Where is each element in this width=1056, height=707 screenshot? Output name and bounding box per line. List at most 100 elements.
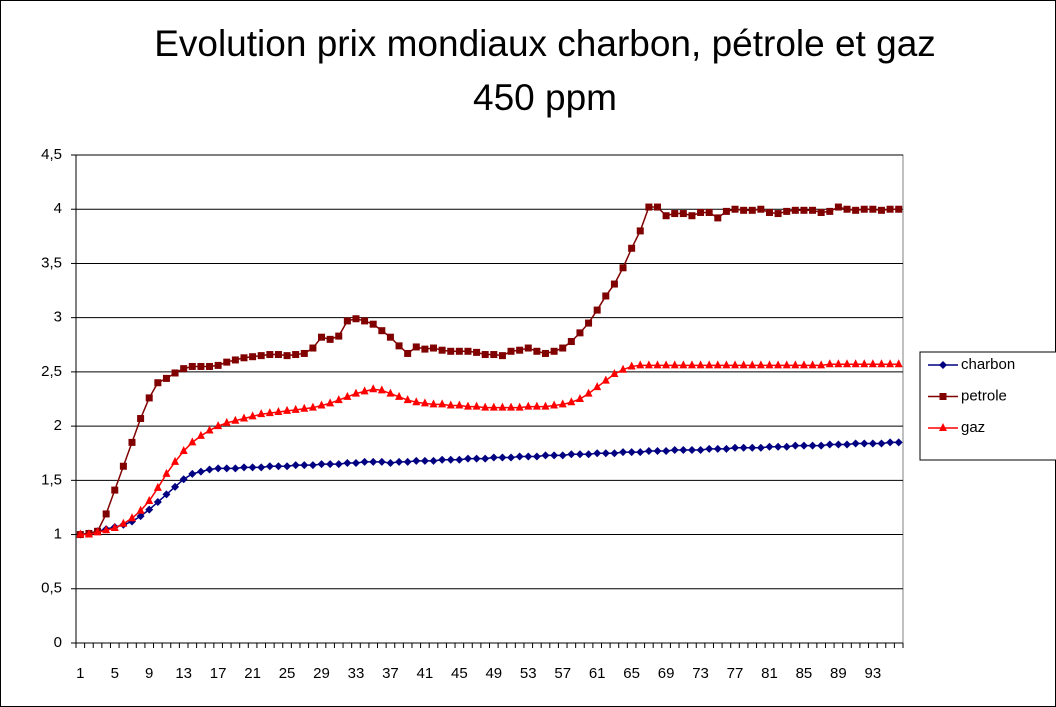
point <box>619 364 628 373</box>
point <box>111 486 119 494</box>
point <box>860 359 869 368</box>
x-tick-label: 57 <box>554 665 571 682</box>
point <box>292 351 300 359</box>
point <box>395 342 403 350</box>
point <box>575 394 584 402</box>
point <box>843 205 851 213</box>
point <box>145 394 153 402</box>
point <box>756 443 765 452</box>
point <box>136 512 145 521</box>
point <box>619 448 628 457</box>
point <box>438 399 447 408</box>
point <box>222 464 231 473</box>
point <box>791 441 800 450</box>
point <box>463 401 472 410</box>
legend-marker <box>939 423 947 431</box>
point <box>851 359 860 368</box>
point <box>679 445 688 454</box>
point <box>179 446 188 455</box>
point <box>214 464 223 473</box>
point <box>739 443 748 452</box>
point <box>799 360 808 369</box>
point <box>774 442 783 451</box>
point <box>524 344 532 352</box>
y-tick-label: 0 <box>54 634 62 651</box>
y-tick-label: 4,5 <box>41 146 62 163</box>
point <box>446 455 455 464</box>
point <box>851 439 860 448</box>
point <box>817 360 826 369</box>
point <box>438 455 447 464</box>
point <box>447 347 455 355</box>
point <box>127 513 136 522</box>
point <box>317 460 326 469</box>
x-tick-label: 37 <box>382 665 399 682</box>
point <box>731 205 739 213</box>
point <box>326 335 334 343</box>
legend-label: charbon <box>961 356 1015 373</box>
point <box>119 518 128 527</box>
point <box>481 454 490 463</box>
point <box>171 369 179 377</box>
point <box>291 461 300 470</box>
point <box>455 400 464 409</box>
point <box>817 441 826 450</box>
y-tick-label: 1 <box>54 526 62 543</box>
point <box>464 347 472 355</box>
point <box>593 306 601 314</box>
x-tick-label: 41 <box>417 665 434 682</box>
chart-title: Evolution prix mondiaux charbon, pétrole… <box>154 23 936 64</box>
point <box>249 353 257 361</box>
legend-marker <box>939 393 947 400</box>
point <box>679 210 687 218</box>
chart-title: 450 ppm <box>473 77 617 118</box>
point <box>343 458 352 467</box>
point <box>740 206 748 214</box>
point <box>481 402 490 411</box>
point <box>507 402 516 411</box>
point <box>869 205 877 213</box>
point <box>257 352 265 360</box>
point <box>403 395 412 404</box>
point <box>886 438 895 447</box>
point <box>662 360 671 369</box>
point <box>223 358 231 366</box>
point <box>196 430 205 439</box>
point <box>791 360 800 369</box>
point <box>619 264 627 272</box>
point <box>679 360 688 369</box>
y-tick-label: 2,5 <box>41 363 62 380</box>
legend-label: petrole <box>961 387 1007 404</box>
point <box>214 421 223 430</box>
x-tick-label: 81 <box>761 665 778 682</box>
point <box>808 441 817 450</box>
point <box>93 527 102 536</box>
point <box>412 397 421 406</box>
point <box>541 401 550 410</box>
point <box>239 463 248 472</box>
point <box>877 359 886 368</box>
point <box>507 347 515 355</box>
x-tick-label: 77 <box>727 665 744 682</box>
point <box>765 442 774 451</box>
point <box>300 461 309 470</box>
point <box>266 351 274 359</box>
point <box>886 359 895 368</box>
point <box>300 349 308 357</box>
point <box>188 469 197 478</box>
point <box>593 449 602 458</box>
point <box>154 379 162 387</box>
point <box>558 399 567 408</box>
point <box>852 206 860 214</box>
point <box>438 346 446 354</box>
point <box>809 206 817 214</box>
point <box>386 333 394 341</box>
point <box>584 388 593 397</box>
point <box>361 317 369 325</box>
point <box>731 443 740 452</box>
x-tick-label: 29 <box>313 665 330 682</box>
point <box>774 360 783 369</box>
x-tick-label: 69 <box>658 665 675 682</box>
point <box>757 205 765 213</box>
point <box>352 315 360 323</box>
